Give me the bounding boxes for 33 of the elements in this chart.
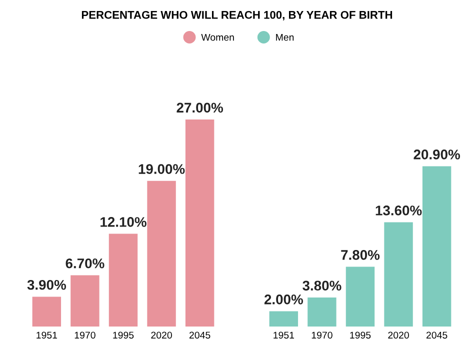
data-label: 19.00% xyxy=(138,164,185,174)
bar xyxy=(147,180,176,327)
bar xyxy=(32,296,62,327)
chart-title: PERCENTAGE WHO WILL REACH 100, BY YEAR OF BIRTH xyxy=(82,10,392,20)
data-label: 3.90% xyxy=(27,280,66,290)
legend-label: Women xyxy=(201,34,234,41)
data-label: 3.80% xyxy=(302,280,342,291)
bar xyxy=(70,275,100,327)
x-tick-label: 1951 xyxy=(36,332,58,339)
legend-label: Men xyxy=(276,34,294,41)
data-label: 2.00% xyxy=(264,294,303,304)
bar xyxy=(346,266,375,327)
data-label: 20.90% xyxy=(414,150,460,160)
bar xyxy=(108,234,138,327)
x-tick-label: 1970 xyxy=(312,332,332,339)
x-tick-label: 2020 xyxy=(151,332,172,339)
bar xyxy=(384,222,413,327)
x-tick-label: 1970 xyxy=(74,332,96,339)
x-tick-label: 1995 xyxy=(350,332,371,339)
bar xyxy=(422,166,452,327)
data-label: 6.70% xyxy=(66,258,104,268)
x-tick-label: 1995 xyxy=(113,332,134,339)
bar xyxy=(185,120,214,327)
x-tick-label: 2045 xyxy=(189,332,210,339)
x-tick-label: 2045 xyxy=(426,332,448,339)
data-label: 27.00% xyxy=(176,102,223,113)
bar xyxy=(308,297,336,327)
bar xyxy=(269,311,298,327)
x-tick-label: 1951 xyxy=(274,332,294,339)
data-label: 12.10% xyxy=(100,217,146,227)
data-label: 13.60% xyxy=(376,206,422,216)
x-tick-label: 2020 xyxy=(388,332,409,339)
data-label: 7.80% xyxy=(341,250,380,260)
